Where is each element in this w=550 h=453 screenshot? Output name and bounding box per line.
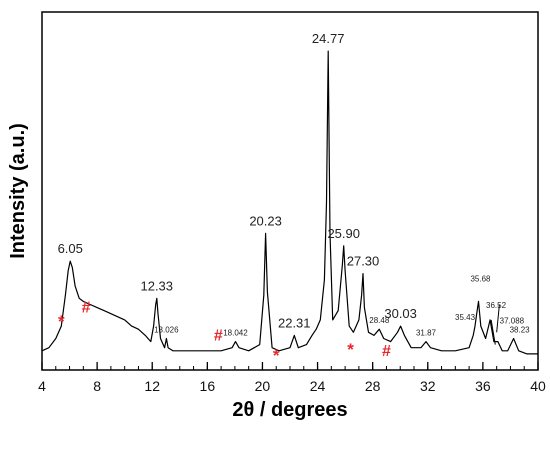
x-tick-label: 4	[38, 378, 46, 394]
phase-markers: * # # * * #	[58, 300, 391, 365]
peak-label: 35.68	[470, 274, 491, 283]
peak-label: 12.33	[140, 278, 173, 293]
hash-marker: #	[82, 300, 91, 317]
star-marker: *	[58, 312, 65, 331]
peak-label: 27.30	[347, 254, 380, 269]
x-tick-label: 8	[93, 378, 101, 394]
peak-label: 30.03	[384, 306, 417, 321]
x-tick-label: 32	[420, 378, 436, 394]
peak-label: 37.088	[500, 317, 525, 326]
peak-label: 20.23	[249, 213, 282, 228]
x-tick-label: 24	[310, 378, 326, 394]
x-major-ticks	[41, 362, 539, 370]
peak-label: 22.31	[278, 315, 311, 330]
y-axis-title: Intensity (a.u.)	[7, 123, 29, 259]
peak-arrow	[496, 304, 500, 333]
star-marker: *	[273, 346, 280, 365]
x-tick-labels: 4 8 12 16 20 24 28 32 36 40	[38, 378, 546, 394]
peak-label: 28.48	[369, 316, 390, 325]
x-tick-label: 36	[475, 378, 491, 394]
hash-marker: #	[214, 327, 223, 344]
x-axis-title: 2θ / degrees	[232, 399, 347, 421]
x-tick-label: 20	[255, 378, 271, 394]
star-marker: *	[347, 340, 354, 359]
peak-label: 38.23	[510, 325, 531, 334]
x-tick-label: 12	[144, 378, 160, 394]
x-tick-label: 40	[530, 378, 546, 394]
peak-label: 18.042	[223, 329, 248, 338]
hash-marker: #	[382, 343, 391, 360]
peak-arrow	[490, 319, 496, 345]
peak-label: 36.52	[486, 301, 507, 310]
peak-label: 25.90	[327, 226, 360, 241]
peak-label: 31.87	[416, 329, 437, 338]
xrd-pattern-line	[41, 50, 538, 355]
peak-arrows	[490, 304, 500, 345]
peak-label: 6.05	[58, 241, 83, 256]
peak-label: 24.77	[312, 31, 345, 46]
peak-label: 13.026	[154, 325, 179, 334]
peak-label: 35.43	[455, 313, 476, 322]
peak-labels: 6.05 12.33 13.026 18.042 20.23 22.31 24.77 25.9…	[58, 31, 531, 337]
x-tick-label: 16	[200, 378, 216, 394]
x-tick-label: 28	[365, 378, 381, 394]
